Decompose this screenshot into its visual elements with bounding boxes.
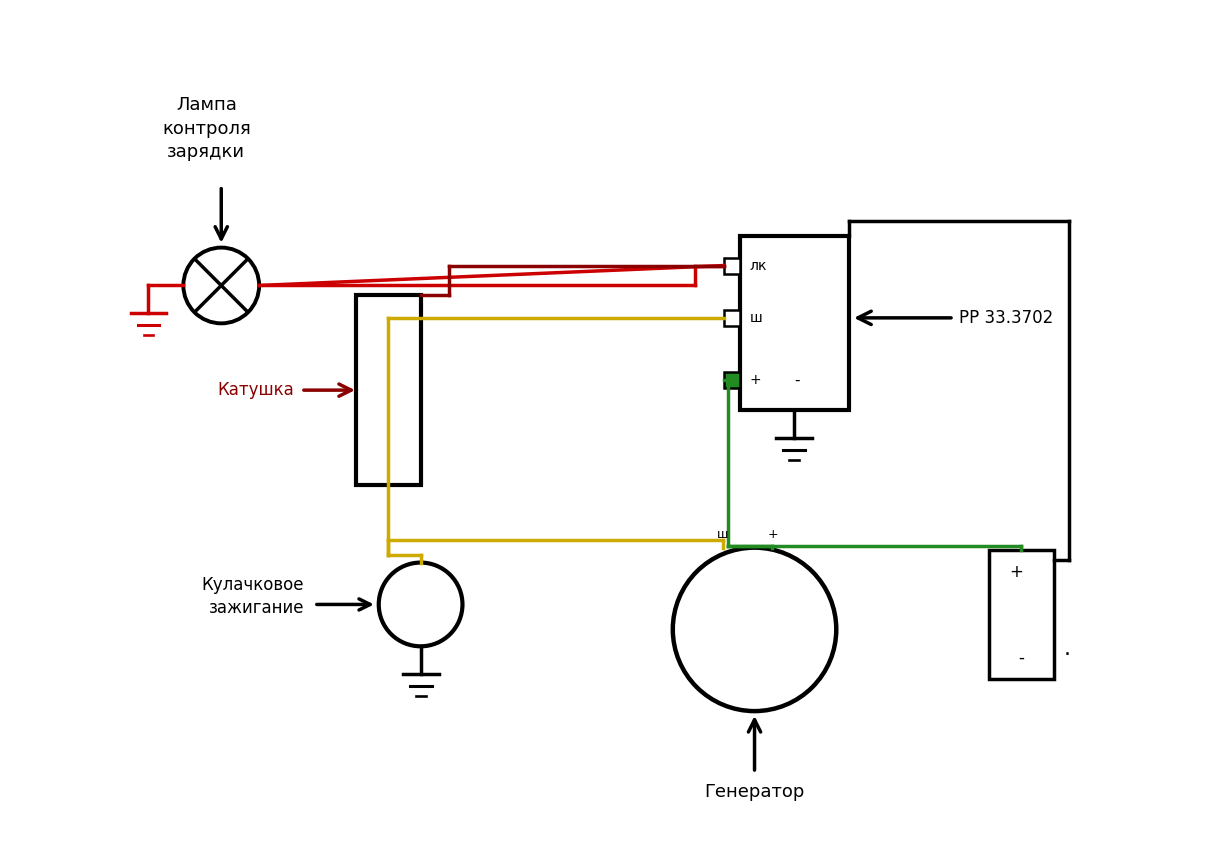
Text: РР 33.3702: РР 33.3702 — [958, 309, 1054, 327]
Text: Генератор: Генератор — [705, 783, 805, 801]
Text: +: + — [750, 373, 761, 388]
Bar — [740, 235, 850, 410]
Bar — [989, 549, 1054, 679]
Text: +: + — [767, 528, 778, 541]
Bar — [355, 296, 420, 484]
Bar — [724, 372, 740, 388]
Text: ш: ш — [717, 528, 729, 541]
Text: -: - — [795, 373, 800, 388]
Circle shape — [183, 247, 259, 324]
Text: Лампа
контроля
зарядки: Лампа контроля зарядки — [162, 96, 250, 161]
Text: Кулачковое
зажигание: Кулачковое зажигание — [201, 576, 304, 618]
Text: ш: ш — [750, 311, 762, 325]
Circle shape — [673, 548, 836, 711]
Text: Катушка: Катушка — [217, 381, 294, 399]
Text: .: . — [1063, 639, 1071, 659]
Circle shape — [379, 562, 463, 646]
Text: +: + — [1010, 562, 1023, 580]
Bar — [724, 310, 740, 326]
Text: лк: лк — [750, 259, 767, 272]
Bar — [724, 258, 740, 273]
Text: -: - — [1018, 648, 1024, 666]
